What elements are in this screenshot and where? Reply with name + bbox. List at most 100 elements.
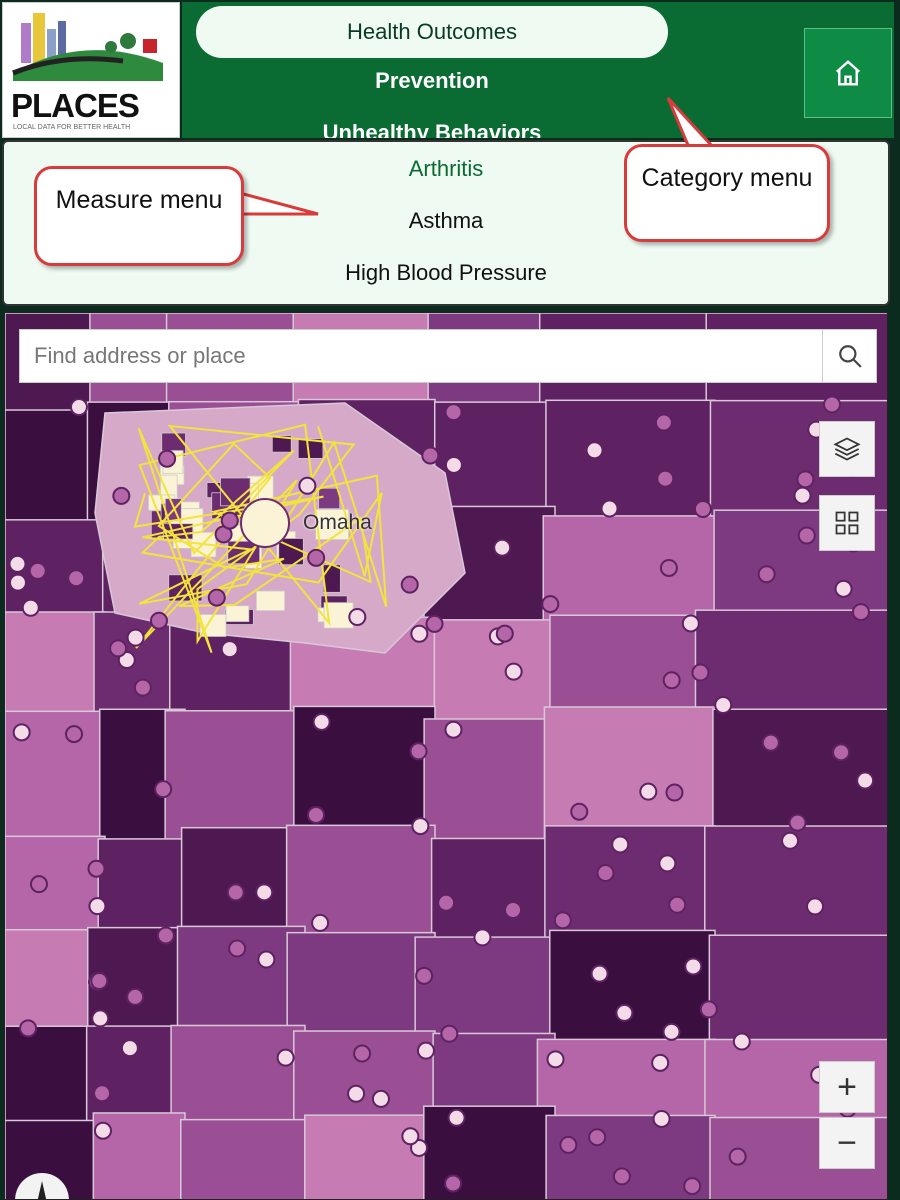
place-point — [493, 538, 512, 557]
place-point — [29, 875, 48, 894]
place-point — [600, 499, 619, 518]
place-point — [788, 813, 807, 832]
place-point — [109, 639, 128, 658]
place-point — [590, 964, 609, 983]
measure-arthritis[interactable]: Arthritis — [408, 156, 484, 181]
search-bar — [19, 329, 877, 383]
county — [164, 710, 306, 842]
place-point — [415, 966, 434, 985]
place-point — [444, 720, 463, 739]
place-point — [615, 1003, 634, 1022]
place-point — [656, 469, 675, 488]
place-point — [255, 883, 274, 902]
county — [97, 838, 186, 942]
place-point — [652, 1109, 671, 1128]
place-point — [585, 441, 604, 460]
place-point — [495, 624, 514, 643]
measure-asthma[interactable]: Asthma — [408, 208, 484, 233]
place-point — [504, 901, 523, 920]
place-point — [588, 1128, 607, 1147]
place-point — [761, 733, 780, 752]
place-point — [447, 1108, 466, 1127]
place-point — [639, 782, 658, 801]
county — [543, 706, 716, 842]
county — [545, 399, 716, 522]
place-point — [668, 895, 687, 914]
place-point — [133, 678, 152, 697]
category-prevention[interactable]: Prevention — [375, 68, 489, 93]
place-point — [90, 972, 109, 991]
basemap-gallery-button[interactable] — [819, 495, 875, 551]
place-point — [28, 561, 47, 580]
place-point — [409, 742, 428, 761]
place-point — [504, 662, 523, 681]
place-point — [612, 1167, 631, 1186]
zoom-in-button[interactable]: + — [819, 1061, 875, 1113]
county — [423, 1105, 556, 1199]
place-point — [834, 579, 853, 598]
place-point — [220, 511, 239, 530]
place-point — [421, 446, 440, 465]
place-point — [226, 883, 245, 902]
place-point — [411, 817, 430, 836]
place-point — [228, 939, 247, 958]
zoom-out-button[interactable]: − — [819, 1117, 875, 1169]
place-point — [120, 1039, 139, 1058]
place-point — [757, 565, 776, 584]
search-icon — [838, 345, 862, 368]
place-point — [437, 893, 456, 912]
place-point — [781, 831, 800, 850]
place-point — [559, 1135, 578, 1154]
place-point — [410, 624, 429, 643]
search-button[interactable] — [822, 330, 876, 382]
layers-button[interactable] — [819, 421, 875, 477]
place-point — [611, 835, 630, 854]
place-point — [65, 725, 84, 744]
place-point — [220, 640, 239, 659]
place-point — [371, 1089, 390, 1108]
place-point — [21, 598, 40, 617]
category-unhealthy-behaviors[interactable]: Unhealthy Behaviors — [322, 120, 542, 138]
place-point — [12, 723, 31, 742]
place-point — [425, 614, 444, 633]
place-point — [156, 926, 175, 945]
place-point — [87, 859, 106, 878]
place-point — [207, 588, 226, 607]
measure-high-blood-pressure[interactable]: High Blood Pressure — [345, 260, 547, 285]
search-input[interactable] — [20, 330, 822, 382]
place-point — [714, 696, 733, 715]
place-point — [312, 712, 331, 731]
place-point — [822, 395, 841, 414]
place-point — [832, 743, 851, 762]
place-point — [806, 897, 825, 916]
place-point — [570, 802, 589, 821]
choropleth-map[interactable] — [5, 313, 888, 1200]
place-point — [8, 554, 27, 573]
county — [708, 934, 887, 1042]
map-view[interactable]: Omaha + − — [4, 312, 888, 1200]
place-point — [473, 928, 492, 947]
place-point — [683, 1177, 702, 1196]
county — [170, 1024, 306, 1122]
county — [304, 1114, 436, 1199]
home-button[interactable] — [804, 28, 892, 118]
county — [293, 1030, 436, 1122]
place-point — [651, 1053, 670, 1072]
place-point — [353, 1044, 372, 1063]
compass-icon — [37, 1181, 47, 1199]
place-point — [693, 499, 712, 518]
county — [5, 835, 106, 942]
county — [549, 614, 716, 722]
place-point — [93, 1121, 112, 1140]
category-health-outcomes[interactable]: Health Outcomes — [196, 6, 668, 58]
compass-button[interactable] — [15, 1173, 69, 1199]
place-point — [699, 1000, 718, 1019]
census-tract — [318, 487, 341, 510]
place-point — [659, 558, 678, 577]
place-point — [400, 575, 419, 594]
county — [549, 929, 716, 1042]
place-point — [684, 957, 703, 976]
basemap-gallery-icon — [835, 511, 859, 535]
county — [414, 936, 556, 1042]
place-point — [444, 403, 463, 422]
